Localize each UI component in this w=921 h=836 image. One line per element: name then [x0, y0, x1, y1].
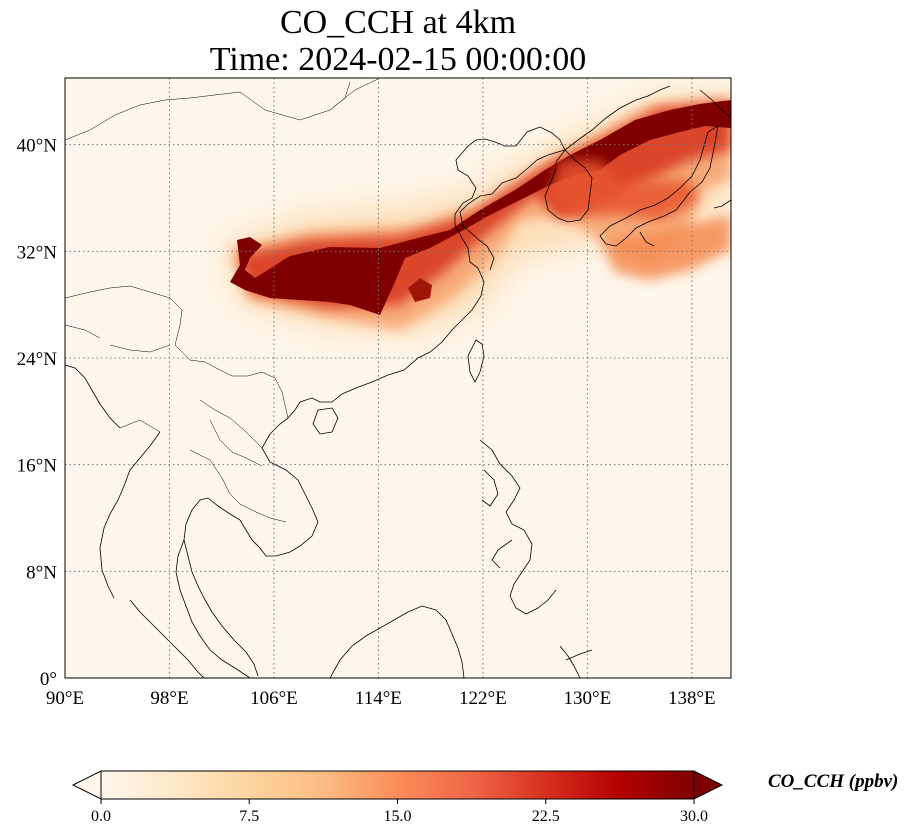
plume-secondary-blob [408, 278, 432, 302]
indochina-coastline [183, 417, 319, 677]
bay-of-bengal-coast [65, 364, 121, 429]
colorbar-extend-min [71, 770, 102, 800]
lon-tick-label: 130°E [563, 688, 611, 709]
lon-tick-label: 90°E [46, 688, 84, 709]
colorbar-tick-label: 22.5 [532, 808, 560, 825]
colorbar-extend-max [693, 770, 724, 800]
map-frame [64, 77, 732, 679]
coastlines [65, 78, 731, 678]
philippines-coastline [479, 439, 557, 615]
hainan-island [312, 407, 339, 435]
malay-peninsula [175, 539, 251, 678]
colorbar-label: CO_CCH (ppbv) [768, 771, 899, 792]
lat-tick-labels: 0° 8°N 16°N 24°N 32°N 40°N [17, 136, 58, 690]
myanmar-coastline [99, 431, 161, 599]
gridlines [65, 78, 731, 678]
colorbar-tick-label: 30.0 [680, 808, 708, 825]
colorbar-tick-label: 0.0 [91, 808, 111, 825]
china-coastline [287, 126, 566, 419]
map-title: CO_CCH at 4km [279, 4, 517, 41]
plume-very-high [230, 100, 731, 315]
concentration-field [220, 92, 731, 335]
lat-tick-label: 0° [40, 669, 57, 690]
lon-tick-labels: 90°E 98°E 106°E 114°E 122°E 130°E 138°E [46, 688, 716, 709]
colorbar-ticks: 0.0 7.5 15.0 22.5 30.0 [91, 799, 708, 825]
plume-east-orange [600, 215, 731, 280]
lon-tick-label: 138°E [668, 688, 716, 709]
lat-tick-label: 16°N [17, 456, 58, 477]
map-subtitle-time: Time: 2024-02-15 00:00:00 [209, 41, 587, 78]
borneo-coastline [329, 605, 465, 678]
colorbar-gradient [100, 770, 695, 800]
lon-tick-label: 114°E [355, 688, 402, 709]
lon-tick-label: 122°E [459, 688, 507, 709]
colorbar-tick-label: 7.5 [239, 808, 259, 825]
inland-borders [65, 78, 381, 523]
lat-tick-label: 32°N [17, 242, 58, 263]
lat-tick-label: 8°N [26, 562, 57, 583]
japan-islands [599, 125, 731, 247]
lon-tick-label: 98°E [150, 688, 188, 709]
colorbar-tick-label: 15.0 [384, 808, 412, 825]
plume-east-tail [548, 160, 700, 220]
taiwan-island [467, 339, 485, 383]
lat-tick-label: 40°N [17, 136, 58, 157]
lon-tick-label: 106°E [250, 688, 298, 709]
russia-coastline [564, 85, 731, 151]
sulawesi-coastline [559, 645, 593, 678]
sumatra-coastline [129, 599, 205, 678]
lat-tick-label: 24°N [17, 349, 58, 370]
korea-peninsula [544, 149, 593, 223]
map-panel: 90°E 98°E 106°E 114°E 122°E 130°E 138°E 0° 8°N 1… [17, 77, 732, 709]
